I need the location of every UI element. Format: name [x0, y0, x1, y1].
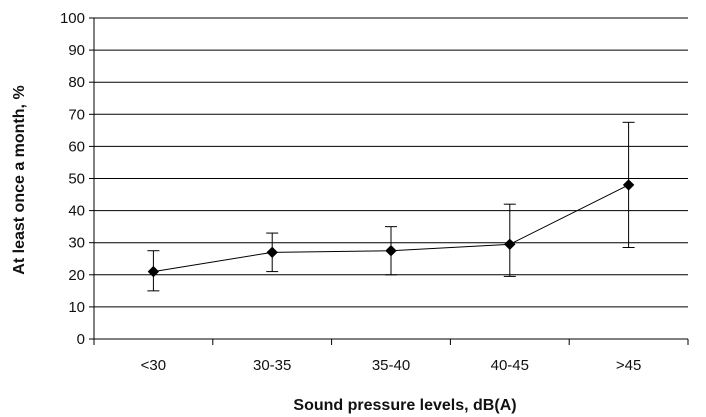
y-tick-label: 30 — [68, 235, 85, 252]
error-bars — [147, 121, 635, 292]
y-tick-label: 100 — [60, 10, 85, 27]
y-tick-label: 90 — [68, 42, 85, 59]
series — [147, 179, 635, 278]
y-tick-label: 60 — [68, 138, 85, 155]
y-tick-label: 50 — [68, 171, 85, 188]
x-tick-label: 30-35 — [253, 357, 291, 374]
x-tick-label: 40-45 — [491, 357, 529, 374]
y-tick-label: 10 — [68, 299, 85, 316]
x-tick-label: >45 — [616, 357, 641, 374]
data-point — [504, 238, 516, 251]
x-ticks: <30 30-35 35-40 40-45 >45 — [93, 339, 689, 374]
y-tick-label: 20 — [68, 267, 85, 284]
y-tick-label: 80 — [68, 74, 85, 91]
y-tick-label: 40 — [68, 203, 85, 220]
y-tick-label: 0 — [77, 331, 85, 348]
y-tick-label: 70 — [68, 106, 85, 123]
data-point — [147, 265, 160, 278]
x-tick-label: <30 — [141, 357, 166, 374]
y-ticks: 0 10 20 30 40 50 60 70 80 90 100 — [60, 10, 94, 348]
data-point — [622, 179, 635, 191]
y-axis-title: At least once a month, % — [11, 85, 28, 274]
x-axis-title: Sound pressure levels, dB(A) — [293, 397, 516, 414]
x-tick-label: 35-40 — [372, 357, 410, 374]
grid — [94, 17, 688, 308]
data-point — [266, 246, 278, 259]
data-point — [385, 245, 397, 257]
